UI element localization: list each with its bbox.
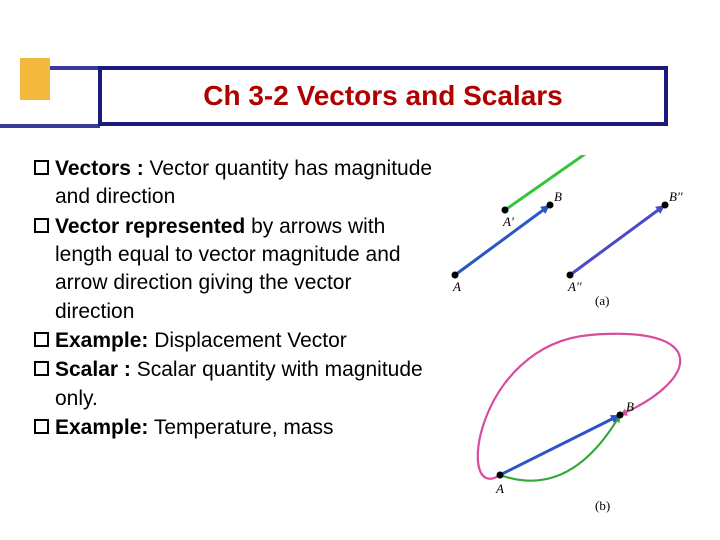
bullet-icon <box>34 218 49 233</box>
bullet-text: Vector represented by arrows with length… <box>55 213 434 326</box>
slide-title: Ch 3-2 Vectors and Scalars <box>203 80 563 112</box>
svg-text:(b): (b) <box>595 498 610 513</box>
bullet-text: Example: Temperature, mass <box>55 414 334 442</box>
accent-block <box>20 58 50 100</box>
svg-text:A'': A'' <box>567 279 582 294</box>
svg-text:B'': B'' <box>669 189 683 204</box>
svg-text:B: B <box>626 399 634 414</box>
list-item: Example: Temperature, mass <box>34 414 434 442</box>
bullet-list: Vectors : Vector quantity has magnitude … <box>34 155 434 443</box>
svg-text:B: B <box>554 189 562 204</box>
title-box: Ch 3-2 Vectors and Scalars <box>98 66 668 126</box>
list-item: Vectors : Vector quantity has magnitude … <box>34 155 434 212</box>
header-rule-top <box>50 66 100 70</box>
bullet-icon <box>34 160 49 175</box>
bullet-icon <box>34 332 49 347</box>
bullet-icon <box>34 361 49 376</box>
svg-text:A: A <box>495 481 504 496</box>
list-item: Example: Displacement Vector <box>34 327 434 355</box>
header-rule-bottom <box>0 124 100 128</box>
bullet-text: Example: Displacement Vector <box>55 327 347 355</box>
svg-text:A: A <box>452 279 461 294</box>
bullet-icon <box>34 419 49 434</box>
svg-text:(a): (a) <box>595 293 609 308</box>
svg-text:A': A' <box>502 214 514 229</box>
figure-area: ABA'B'A''B''(a)AB(b) <box>440 155 720 515</box>
list-item: Vector represented by arrows with length… <box>34 213 434 326</box>
vector-diagram: ABA'B'A''B''(a)AB(b) <box>440 155 720 515</box>
list-item: Scalar : Scalar quantity with magnitude … <box>34 356 434 413</box>
bullet-text: Scalar : Scalar quantity with magnitude … <box>55 356 434 413</box>
bullet-text: Vectors : Vector quantity has magnitude … <box>55 155 434 212</box>
